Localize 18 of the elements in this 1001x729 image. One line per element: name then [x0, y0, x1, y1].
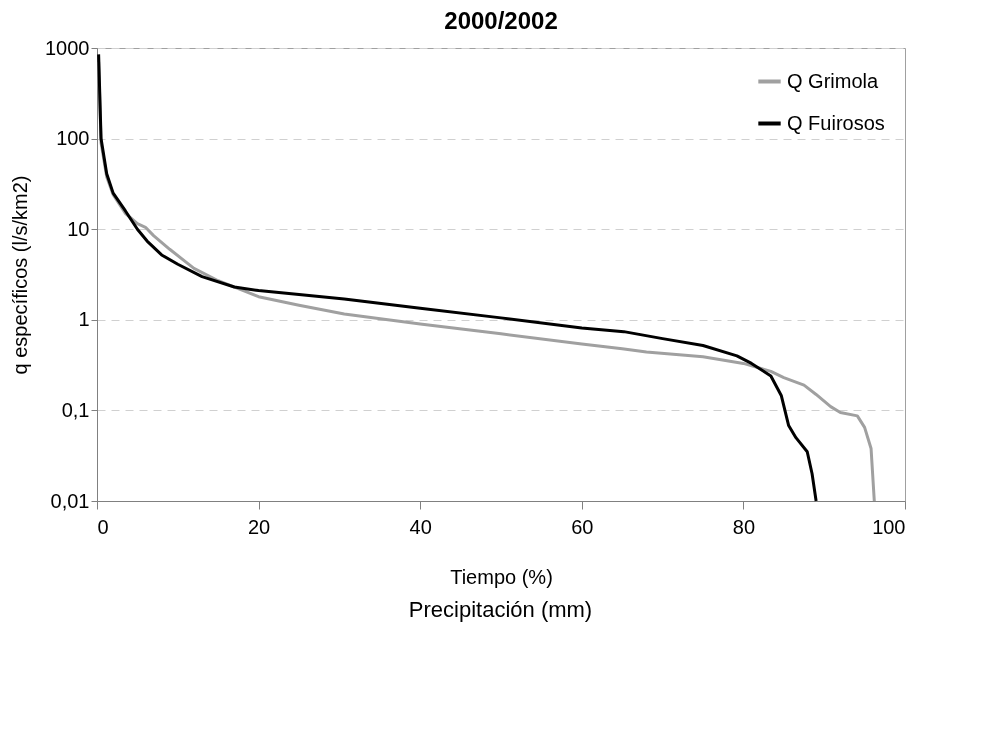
x-tick-label: 100 [872, 515, 906, 538]
y-axis-title: q específicos (l/s/km2) [9, 175, 32, 375]
y-tick-label: 1000 [45, 36, 90, 59]
y-tick-label: 0,1 [61, 398, 90, 421]
legend-label: Q Fuirosos [787, 111, 885, 134]
y-tick-label: 1 [78, 308, 90, 331]
x-tick-label: 80 [732, 515, 756, 538]
y-tick-label: 0,01 [50, 489, 90, 512]
x-axis-title: Tiempo (%) [450, 565, 553, 588]
legend-label: Q Grimola [787, 69, 879, 92]
x-tick-label: 0 [97, 515, 109, 538]
x-tick-label: 60 [571, 515, 594, 538]
chart-title: 2000/2002 [444, 7, 558, 34]
text: Precipitación (mm) [407, 597, 594, 623]
x-tick-label: 20 [247, 515, 271, 538]
y-tick-label: 10 [67, 217, 90, 240]
x-tick-label: 40 [409, 515, 432, 538]
y-tick-label: 100 [56, 127, 90, 150]
